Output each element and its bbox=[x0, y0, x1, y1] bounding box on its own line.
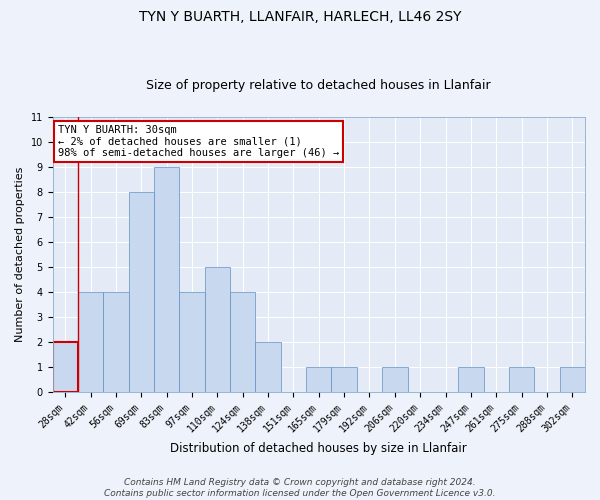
X-axis label: Distribution of detached houses by size in Llanfair: Distribution of detached houses by size … bbox=[170, 442, 467, 455]
Text: TYN Y BUARTH, LLANFAIR, HARLECH, LL46 2SY: TYN Y BUARTH, LLANFAIR, HARLECH, LL46 2S… bbox=[139, 10, 461, 24]
Bar bbox=[382, 367, 407, 392]
Bar bbox=[205, 267, 230, 392]
Bar bbox=[128, 192, 154, 392]
Title: Size of property relative to detached houses in Llanfair: Size of property relative to detached ho… bbox=[146, 79, 491, 92]
Bar bbox=[179, 292, 205, 392]
Bar bbox=[154, 167, 179, 392]
Bar bbox=[560, 367, 585, 392]
Bar bbox=[53, 342, 78, 392]
Bar bbox=[306, 367, 331, 392]
Bar bbox=[509, 367, 534, 392]
Bar bbox=[230, 292, 256, 392]
Bar bbox=[458, 367, 484, 392]
Bar bbox=[256, 342, 281, 392]
Text: Contains HM Land Registry data © Crown copyright and database right 2024.
Contai: Contains HM Land Registry data © Crown c… bbox=[104, 478, 496, 498]
Bar bbox=[103, 292, 128, 392]
Text: TYN Y BUARTH: 30sqm
← 2% of detached houses are smaller (1)
98% of semi-detached: TYN Y BUARTH: 30sqm ← 2% of detached hou… bbox=[58, 125, 339, 158]
Y-axis label: Number of detached properties: Number of detached properties bbox=[15, 166, 25, 342]
Bar bbox=[331, 367, 357, 392]
Bar bbox=[78, 292, 103, 392]
